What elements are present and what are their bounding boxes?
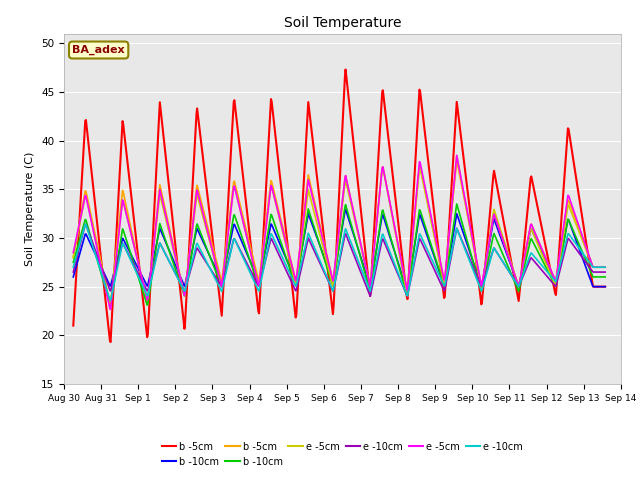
Line: e -10cm: e -10cm	[73, 224, 605, 300]
Line: e -10cm: e -10cm	[73, 225, 605, 296]
b -10cm	[410, 250, 417, 255]
e -10cm	[474, 280, 482, 286]
e -5cm	[69, 250, 77, 255]
e -5cm	[474, 269, 482, 275]
e -5cm	[529, 229, 536, 235]
e -5cm	[602, 264, 609, 270]
e -10cm	[69, 264, 77, 270]
b -10cm	[342, 206, 349, 212]
b -10cm	[69, 274, 77, 280]
e -5cm	[409, 230, 417, 236]
e -5cm	[474, 265, 482, 271]
e -10cm	[602, 269, 609, 275]
b -5cm	[529, 180, 536, 186]
e -5cm	[69, 254, 77, 260]
b -10cm	[107, 302, 115, 308]
b -10cm	[602, 284, 609, 289]
e -5cm	[107, 302, 115, 308]
b -5cm	[107, 339, 115, 345]
e -10cm	[366, 293, 374, 299]
b -5cm	[394, 214, 401, 219]
b -5cm	[409, 232, 417, 238]
b -10cm	[409, 254, 417, 260]
b -10cm	[529, 229, 536, 235]
Line: e -5cm: e -5cm	[73, 156, 605, 310]
b -5cm	[379, 164, 387, 170]
e -5cm	[529, 225, 536, 230]
b -5cm	[69, 323, 77, 328]
Y-axis label: Soil Temperature (C): Soil Temperature (C)	[26, 152, 35, 266]
b -5cm	[102, 282, 109, 288]
e -10cm	[380, 233, 387, 239]
e -10cm	[81, 222, 89, 228]
b -10cm	[393, 256, 401, 262]
b -5cm	[69, 254, 77, 260]
b -10cm	[379, 207, 387, 213]
e -5cm	[393, 238, 401, 244]
e -5cm	[453, 153, 461, 158]
Title: Soil Temperature: Soil Temperature	[284, 16, 401, 30]
Line: b -10cm: b -10cm	[73, 204, 605, 305]
e -5cm	[102, 283, 109, 289]
b -5cm	[602, 264, 609, 270]
b -5cm	[474, 266, 482, 272]
e -5cm	[409, 235, 417, 241]
b -5cm	[102, 301, 109, 307]
Legend: b -5cm, b -10cm, b -5cm, b -10cm, e -5cm, e -10cm, e -5cm, e -10cm: b -5cm, b -10cm, b -5cm, b -10cm, e -5cm…	[158, 438, 527, 470]
e -5cm	[102, 287, 109, 293]
b -10cm	[102, 274, 109, 280]
b -10cm	[453, 201, 461, 207]
e -10cm	[81, 221, 89, 227]
Line: e -5cm: e -5cm	[73, 156, 605, 305]
b -5cm	[602, 284, 609, 289]
e -10cm	[394, 268, 401, 274]
e -10cm	[529, 256, 536, 262]
Text: BA_adex: BA_adex	[72, 45, 125, 55]
b -5cm	[453, 157, 461, 163]
b -5cm	[474, 274, 482, 280]
b -10cm	[529, 239, 536, 244]
b -10cm	[393, 256, 401, 262]
b -5cm	[342, 67, 349, 72]
e -10cm	[103, 278, 111, 284]
b -10cm	[404, 288, 412, 294]
e -5cm	[602, 264, 609, 270]
e -10cm	[394, 270, 401, 276]
b -5cm	[393, 235, 401, 241]
b -10cm	[602, 274, 609, 280]
e -10cm	[474, 276, 482, 281]
b -10cm	[379, 212, 387, 217]
e -10cm	[529, 252, 536, 257]
b -10cm	[69, 260, 77, 265]
e -5cm	[107, 307, 115, 312]
Line: b -10cm: b -10cm	[73, 209, 605, 291]
e -10cm	[410, 262, 417, 268]
e -10cm	[69, 269, 77, 275]
e -5cm	[379, 164, 387, 170]
e -10cm	[410, 264, 417, 270]
b -10cm	[474, 276, 482, 282]
Line: b -5cm: b -5cm	[73, 70, 605, 342]
e -10cm	[602, 264, 609, 270]
e -5cm	[393, 235, 401, 241]
b -5cm	[107, 302, 115, 308]
e -5cm	[379, 164, 387, 170]
b -5cm	[380, 93, 387, 99]
Line: b -5cm: b -5cm	[73, 160, 605, 305]
e -10cm	[380, 238, 387, 243]
e -5cm	[453, 153, 461, 158]
b -10cm	[474, 274, 482, 279]
b -10cm	[102, 288, 109, 293]
e -10cm	[103, 287, 111, 292]
b -5cm	[410, 192, 417, 197]
b -5cm	[529, 225, 536, 230]
e -10cm	[107, 298, 115, 303]
